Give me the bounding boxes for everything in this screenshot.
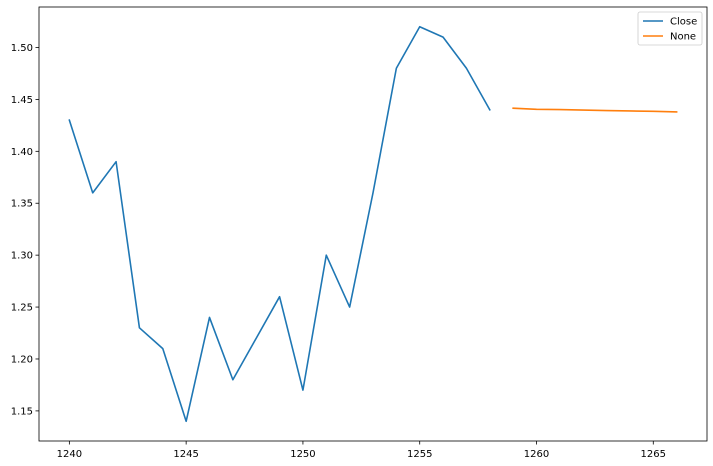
series-line-1 xyxy=(512,107,678,113)
y-tick-label: 1.25 xyxy=(11,303,33,314)
y-tick-label: 1.15 xyxy=(11,406,33,417)
legend: Close None xyxy=(637,11,703,46)
x-tick-label: 1255 xyxy=(407,449,432,460)
axes-frame xyxy=(38,6,708,442)
x-tick-label: 1260 xyxy=(524,449,549,460)
x-tick-label: 1250 xyxy=(290,449,315,460)
y-tick-label: 1.35 xyxy=(11,199,33,210)
x-tick-label: 1265 xyxy=(641,449,666,460)
y-tick-label: 1.20 xyxy=(11,354,33,365)
y-tick-label: 1.40 xyxy=(11,147,33,158)
series-line-0 xyxy=(68,25,491,423)
plot-area xyxy=(68,25,678,423)
y-tick-label: 1.30 xyxy=(11,251,33,262)
y-tick-label: 1.45 xyxy=(11,95,33,106)
legend-label-1: None xyxy=(670,32,696,43)
legend-label-0: Close xyxy=(670,17,697,28)
x-tick-label: 1245 xyxy=(173,449,198,460)
y-tick-label: 1.50 xyxy=(11,43,33,54)
axes: 1240 1245 1250 1255 1260 1265 1.15 1.20 1.25 1.30… xyxy=(11,6,708,460)
x-tick-label: 1240 xyxy=(57,449,82,460)
